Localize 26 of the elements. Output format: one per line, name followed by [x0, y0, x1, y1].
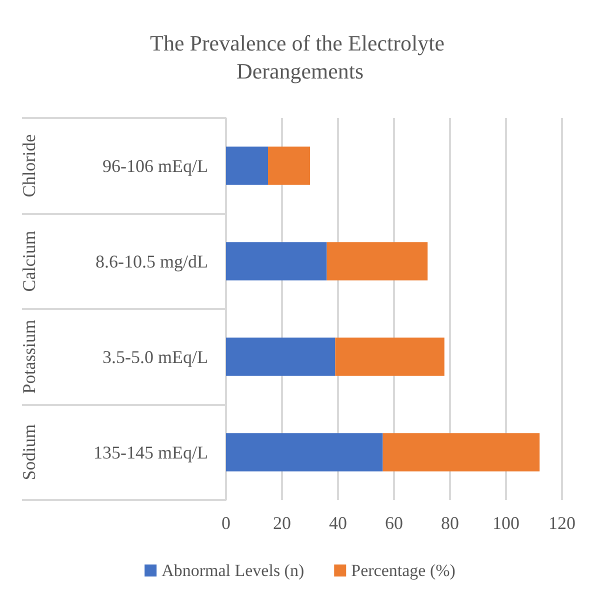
bar: [226, 433, 383, 472]
y-tick-label: 96-106 mEq/L: [102, 156, 208, 176]
bar: [268, 146, 310, 185]
y-tick-label: 8.6-10.5 mg/dL: [96, 251, 208, 272]
legend-label: Percentage (%): [351, 561, 456, 580]
text: Potassium: [19, 320, 39, 394]
x-tick-label: 80: [441, 513, 459, 533]
x-tick-label: 0: [222, 513, 230, 533]
chart-title: The Prevalence of the Electrolyte Derangements: [150, 30, 450, 84]
bar: [382, 433, 540, 472]
x-tick-label: 60: [385, 513, 403, 533]
bar: [226, 242, 327, 280]
bar: [335, 338, 444, 376]
y-tick-label: 135-145 mEq/L: [94, 442, 208, 462]
text: Sodium: [19, 424, 39, 480]
x-tick-label: 120: [548, 513, 576, 533]
y-tick-label: 3.5-5.0 mEq/L: [102, 346, 208, 367]
legend-label: Abnormal Levels (n): [162, 561, 304, 580]
text: Calcium: [19, 230, 39, 292]
bar: [326, 242, 428, 280]
x-tick-label: 100: [492, 513, 520, 533]
bar: [226, 146, 268, 185]
x-tick-label: 20: [273, 513, 291, 533]
bar: [226, 338, 336, 376]
x-tick-label: 40: [329, 513, 347, 533]
text: Chloride: [19, 134, 39, 198]
